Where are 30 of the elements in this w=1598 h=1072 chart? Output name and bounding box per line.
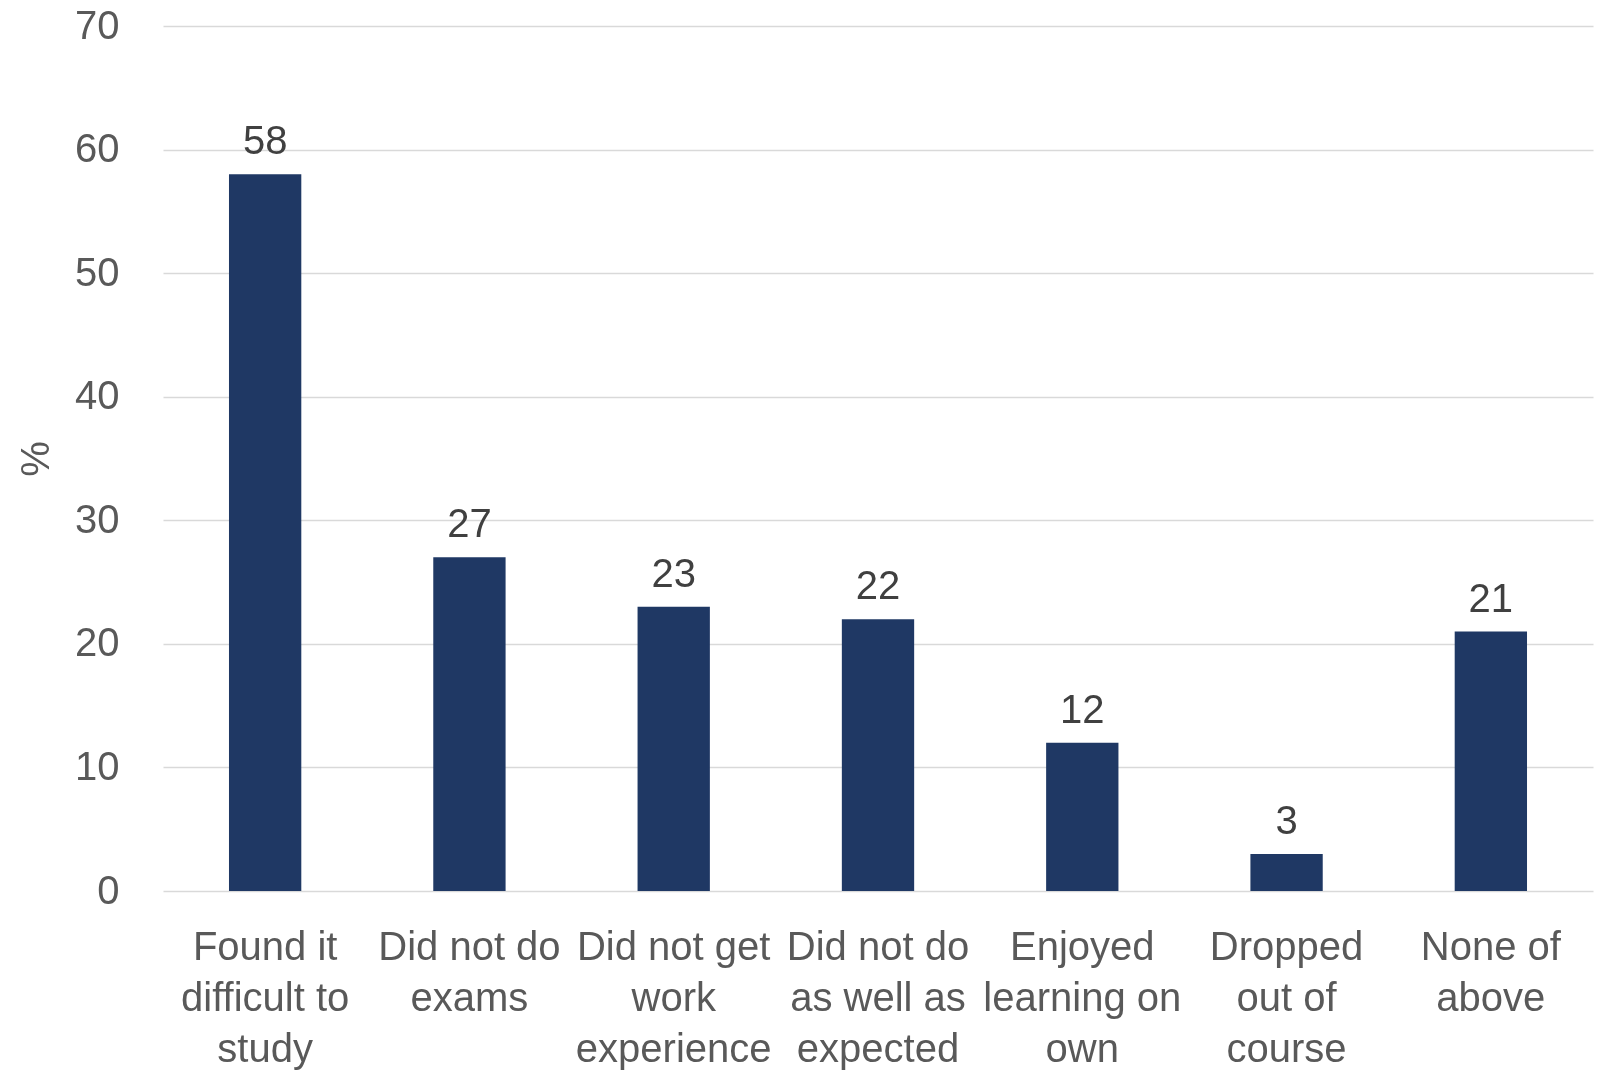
y-axis-title: %: [13, 441, 58, 477]
bar: [1250, 853, 1323, 891]
y-tick-label: 40: [75, 373, 120, 418]
bar: [841, 619, 915, 891]
bar: [228, 174, 302, 891]
data-label: 3: [1275, 797, 1298, 842]
bar: [433, 557, 506, 891]
bar: [1046, 742, 1119, 891]
y-tick-label: 30: [75, 496, 120, 541]
data-label: 12: [1060, 686, 1105, 731]
y-tick-label: 50: [75, 249, 120, 294]
data-label: 21: [1468, 575, 1514, 620]
data-label: 23: [651, 550, 696, 595]
y-tick-label: 70: [75, 2, 120, 47]
y-tick-label: 60: [75, 126, 120, 171]
x-tick-label: Enjoyed learning on own: [983, 923, 1182, 1070]
bar: [637, 606, 710, 891]
x-tick-label: Did not get work experience: [575, 923, 772, 1070]
x-tick-label: Did not do as well as expected: [786, 923, 970, 1070]
bar: [1454, 631, 1528, 891]
data-label: 58: [242, 118, 288, 163]
y-tick-label: 10: [75, 743, 120, 788]
x-tick-label: Dropped out of course: [1209, 923, 1364, 1070]
x-tick-label: Found it difficult to study: [181, 923, 350, 1070]
x-tick-label: Did not do exams: [378, 923, 561, 1019]
data-label: 22: [855, 563, 901, 608]
data-label: 27: [447, 501, 492, 546]
y-tick-label: 20: [75, 620, 120, 665]
y-tick-label: 0: [97, 867, 120, 912]
x-tick-label: None of above: [1420, 923, 1562, 1019]
